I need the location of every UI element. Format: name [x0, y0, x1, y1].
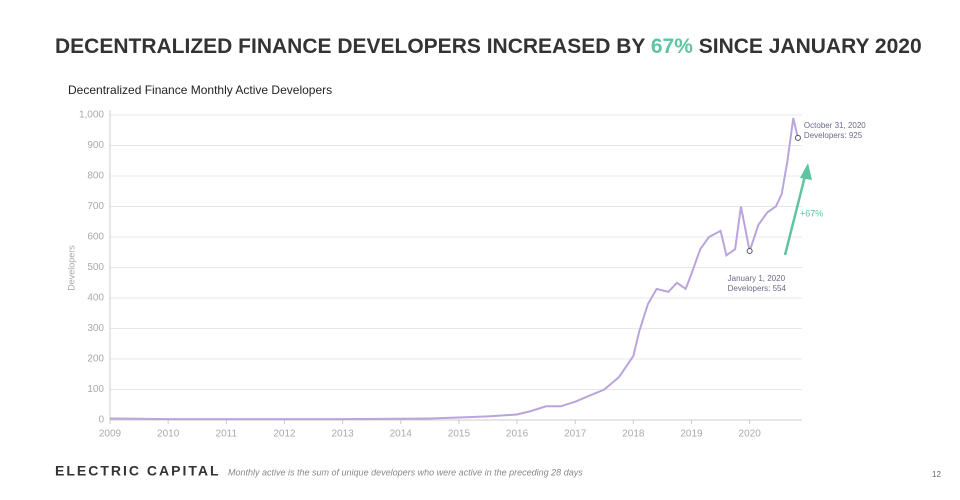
x-tick-label: 2012 — [273, 429, 296, 440]
brand: ELECTRIC CAPITAL — [55, 463, 221, 479]
change-arrow — [783, 171, 808, 256]
y-tick-label: 200 — [87, 354, 104, 365]
annotation-label: January 1, 2020 — [728, 274, 786, 283]
y-tick-label: 300 — [87, 323, 104, 334]
annotation-sublabel: Developers: 554 — [728, 284, 787, 293]
annotation-label: October 31, 2020 — [804, 121, 866, 130]
y-tick-label: 100 — [87, 384, 104, 395]
x-tick-label: 2018 — [622, 429, 645, 440]
title-part: 67% — [651, 35, 693, 58]
y-tick-label: 600 — [87, 232, 104, 243]
annotation-marker — [794, 134, 801, 141]
annotation-marker — [746, 248, 753, 255]
x-tick-label: 2009 — [99, 429, 122, 440]
chart-title: Decentralized Finance Monthly Active Dev… — [68, 83, 332, 97]
x-tick-label: 2011 — [216, 429, 238, 440]
y-tick-label: 500 — [87, 262, 104, 273]
x-tick-label: 2016 — [506, 429, 529, 440]
y-tick-label: 0 — [98, 415, 104, 426]
x-tick-label: 2015 — [448, 429, 471, 440]
y-tick-label: 700 — [87, 201, 104, 212]
title-part: SINCE JANUARY 2020 — [693, 35, 922, 58]
x-tick-label: 2014 — [390, 429, 413, 440]
x-tick-label: 2020 — [739, 429, 762, 440]
x-tick-label: 2019 — [680, 429, 703, 440]
page-number: 12 — [932, 470, 941, 479]
y-tick-label: 800 — [87, 171, 104, 182]
footnote: Monthly active is the sum of unique deve… — [228, 467, 583, 477]
change-label: +67% — [800, 208, 823, 218]
x-tick-label: 2013 — [331, 429, 354, 440]
x-tick-label: 2010 — [157, 429, 180, 440]
y-axis-label: Developers — [66, 245, 76, 291]
slide-title: DECENTRALIZED FINANCE DEVELOPERS INCREAS… — [55, 35, 922, 58]
title-part: DECENTRALIZED FINANCE DEVELOPERS INCREAS… — [55, 35, 651, 58]
y-tick-label: 400 — [87, 293, 104, 304]
line-series — [109, 117, 799, 421]
change-arrowhead — [800, 163, 812, 180]
x-tick-label: 2017 — [564, 429, 587, 440]
annotation-sublabel: Developers: 925 — [804, 131, 863, 140]
y-tick-label: 900 — [87, 140, 104, 151]
y-tick-label: 1,000 — [79, 110, 104, 121]
